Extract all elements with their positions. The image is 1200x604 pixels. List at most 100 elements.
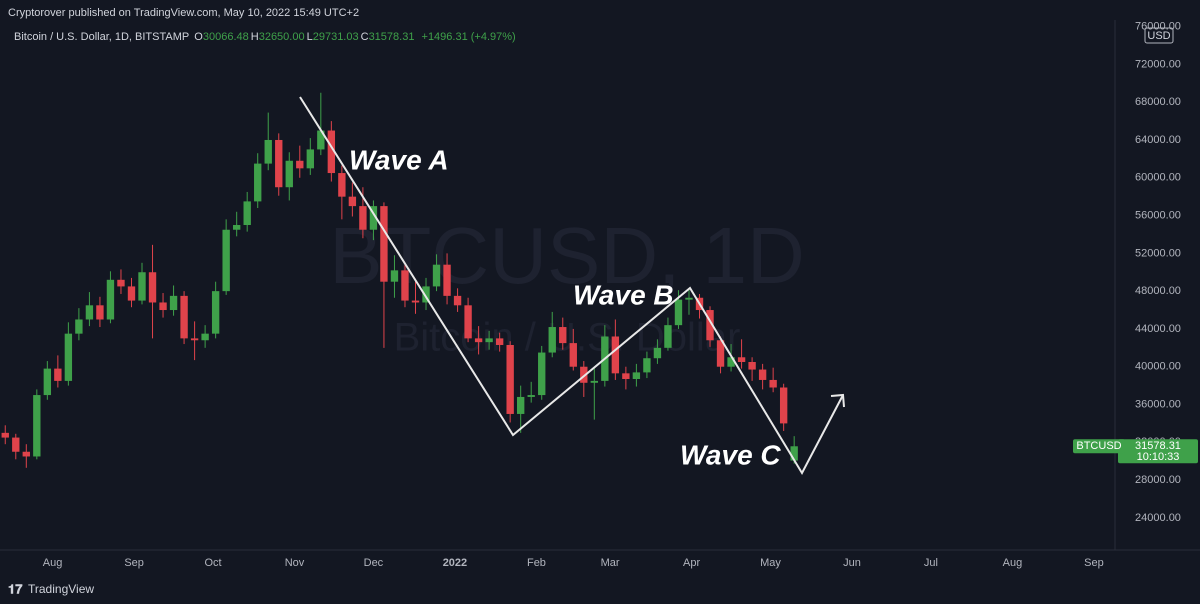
candle-body: [159, 302, 167, 311]
brand-logo: 𝟏𝟕: [8, 581, 23, 596]
y-tick-label: 36000.00: [1135, 398, 1181, 410]
candle-body: [569, 343, 577, 367]
ohlc: O30066.48 H32650.00 L29731.03 C31578.31: [194, 31, 416, 43]
candle-body: [580, 366, 588, 383]
candle-body: [422, 286, 430, 303]
candle-body: [474, 338, 483, 343]
candle-body: [495, 338, 504, 345]
candle-body: [75, 319, 83, 334]
x-tick-label: Sep: [1084, 557, 1104, 569]
candle-body: [232, 225, 241, 230]
symbol: Bitcoin / U.S. Dollar, 1D, BITSTAMP: [14, 31, 190, 43]
candle-body: [464, 305, 472, 339]
candle-body: [727, 357, 735, 367]
price-line-marker: [1118, 439, 1198, 464]
y-tick-label: 48000.00: [1135, 285, 1181, 297]
x-tick-label: Jun: [843, 557, 861, 569]
candle-body: [117, 279, 125, 287]
y-tick-label: 64000.00: [1135, 134, 1181, 146]
wave-lines: [299, 96, 845, 476]
candle-body: [506, 344, 514, 414]
candle-body: [64, 333, 73, 381]
annotation: Wave A: [349, 144, 449, 175]
candle-body: [664, 325, 672, 348]
candle-body: [527, 395, 535, 397]
y-tick-label: 24000.00: [1135, 512, 1181, 524]
candle-body: [559, 327, 567, 344]
candle-body: [716, 340, 725, 367]
currency: USD: [1147, 30, 1170, 42]
y-tick-label: 40000.00: [1135, 361, 1181, 373]
candle-body: [779, 387, 788, 424]
candle-body: [643, 358, 651, 373]
publisher-line: Cryptorover published on TradingView.com…: [8, 7, 359, 19]
candle-body: [737, 357, 746, 362]
symbol-tag-label: BTCUSD: [1076, 440, 1121, 452]
x-tick-label: Feb: [527, 557, 546, 569]
candle-body: [390, 270, 399, 282]
x-tick-label: Mar: [601, 557, 620, 569]
candle-body: [243, 201, 251, 226]
candle-body: [338, 173, 346, 197]
candle-body: [96, 305, 104, 320]
candle-body: [169, 295, 178, 311]
candle-body: [758, 369, 767, 380]
candle-body: [517, 396, 525, 414]
last-price: 31578.31: [1135, 440, 1181, 452]
y-tick-label: 44000.00: [1135, 323, 1181, 335]
candle-body: [201, 333, 209, 341]
candle-body: [254, 163, 262, 202]
candle-body: [12, 437, 20, 452]
arrow-head: [830, 393, 845, 408]
x-tick-label: May: [760, 557, 781, 569]
candle-body: [306, 149, 314, 169]
ohlc-label: C: [360, 31, 369, 43]
x-tick-label: Aug: [43, 557, 63, 569]
ohlc-label: H: [250, 31, 259, 43]
candle-body: [85, 305, 94, 320]
x-tick-label: Oct: [204, 557, 221, 569]
y-tick-label: 28000.00: [1135, 474, 1181, 486]
x-tick-label: Aug: [1003, 557, 1023, 569]
brand: TradingView: [28, 582, 94, 596]
candle-body: [485, 338, 493, 343]
ohlc-value: 31578.31: [368, 31, 415, 43]
x-tick-label: Apr: [683, 557, 700, 569]
y-tick-label: 56000.00: [1135, 209, 1181, 221]
candle-body: [296, 160, 304, 169]
candle-body: [432, 264, 441, 287]
candle-body: [790, 446, 798, 461]
candle-body: [1, 432, 9, 438]
footer: 𝟏𝟕 TradingView: [8, 581, 94, 596]
candle-body: [674, 299, 683, 326]
legend: Bitcoin / U.S. Dollar, 1D, BITSTAMP O300…: [14, 31, 518, 43]
candle-body: [590, 380, 598, 383]
annotation: Wave C: [680, 439, 781, 470]
candle-body: [538, 352, 546, 396]
ohlc-label: L: [306, 31, 313, 43]
currency-box[interactable]: [1144, 27, 1174, 44]
candle-body: [359, 206, 367, 230]
candle-body: [222, 229, 230, 292]
candle-body: [611, 336, 620, 374]
candle-body: [264, 139, 272, 164]
candle-body: [317, 130, 325, 150]
candle-body: [632, 372, 641, 380]
x-tick-label: Dec: [364, 557, 384, 569]
candle-body: [106, 279, 115, 320]
ohlc-value: 30066.48: [202, 31, 249, 43]
candle-body: [211, 291, 220, 334]
candle-body: [275, 139, 283, 188]
y-tick-label: 76000.00: [1135, 21, 1181, 33]
candle-body: [190, 338, 199, 341]
candle-body: [33, 395, 41, 457]
candle-body: [54, 368, 62, 381]
countdown: 10:10:33: [1137, 451, 1180, 463]
plot: [1, 92, 798, 468]
x-tick-label: Jul: [924, 557, 938, 569]
candle-body: [327, 130, 336, 174]
candle-body: [548, 327, 556, 353]
x-tick-label: 2022: [443, 557, 467, 569]
